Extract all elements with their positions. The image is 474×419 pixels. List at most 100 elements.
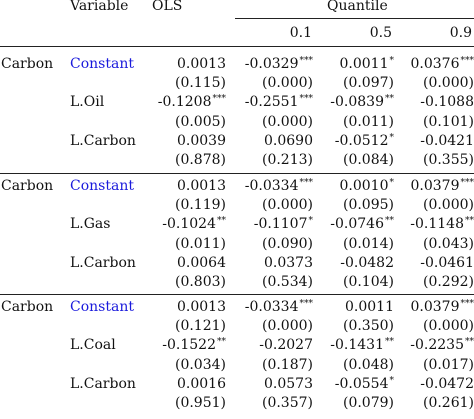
cell-value: 0.0039 (177, 132, 226, 149)
table-cell: -0.1107* (233, 215, 313, 233)
row-label: Constant (70, 178, 134, 194)
cell-value: -0.0512 (334, 132, 389, 149)
cell-value: -0.2027 (259, 337, 313, 354)
table-cell: 0.0039 (146, 132, 226, 150)
table-cell: (0.119) (146, 196, 226, 214)
cell-value: (0.017) (422, 356, 474, 373)
cell-value: (0.121) (174, 318, 226, 335)
table-cell: (0.084) (314, 151, 394, 169)
cell-value: -0.2235 (410, 337, 464, 354)
cell-value: (0.097) (342, 75, 394, 92)
table-cell: (0.000) (233, 317, 313, 335)
table-cell: (0.014) (314, 235, 394, 253)
significance-stars: ** (385, 94, 394, 105)
cell-value: 0.0011 (345, 299, 394, 315)
table-cell: -0.0482 (314, 254, 394, 272)
table-cell: -0.2235** (394, 336, 474, 354)
table-cell: -0.0746** (314, 215, 394, 233)
table-cell: (0.357) (233, 394, 313, 412)
cell-value: (0.355) (422, 152, 474, 168)
table-cell: 0.0379*** (394, 177, 474, 195)
cell-value: (0.000) (261, 318, 313, 335)
cell-value: (0.104) (342, 274, 394, 290)
table-cell: (0.261) (394, 394, 474, 412)
cell-value: (0.000) (422, 75, 474, 92)
table-cell: (0.000) (394, 74, 474, 92)
cell-value: (0.101) (422, 113, 474, 130)
cell-value: -0.0472 (420, 375, 474, 392)
cell-value: 0.0016 (177, 375, 226, 392)
cell-value: -0.2551 (244, 94, 299, 111)
cell-value: (0.350) (342, 318, 394, 335)
cell-value: 0.0013 (177, 299, 226, 315)
table-cell: -0.1148** (394, 215, 474, 233)
cell-value: -0.0329 (244, 56, 299, 72)
cell-value: 0.0013 (177, 178, 226, 194)
cell-value: (0.014) (342, 235, 394, 252)
table-cell: (0.355) (394, 151, 474, 169)
header-q-1: 0.5 (369, 25, 392, 41)
table-cell: (0.951) (146, 394, 226, 412)
significance-stars: *** (460, 178, 474, 188)
significance-stars: *** (460, 56, 474, 66)
table-cell: (0.115) (146, 74, 226, 92)
significance-stars: ** (385, 337, 394, 348)
header-q-0: 0.1 (289, 25, 312, 41)
cell-value: 0.0010 (339, 178, 389, 194)
table-cell: (0.097) (314, 74, 394, 92)
table-cell: -0.1088 (394, 93, 474, 111)
table-cell: (0.292) (394, 273, 474, 291)
cell-value: -0.0839 (330, 94, 384, 111)
table-cell: (0.005) (146, 113, 226, 131)
table-cell: -0.0421 (394, 132, 474, 150)
table-cell: (0.034) (146, 356, 226, 374)
significance-stars: *** (460, 299, 474, 309)
row-label: L.Carbon (70, 375, 136, 392)
cell-value: (0.213) (261, 152, 313, 168)
table-cell: -0.0334*** (233, 177, 313, 195)
table-cell: -0.0554* (314, 375, 394, 393)
table-cell: -0.0512* (314, 132, 394, 150)
cell-value: (0.043) (422, 235, 474, 252)
cell-value: 0.0064 (177, 254, 226, 271)
table-cell: (0.090) (233, 235, 313, 253)
table-cell: -0.0472 (394, 375, 474, 393)
cell-value: (0.119) (174, 197, 226, 214)
table-cell: 0.0011* (314, 55, 395, 73)
significance-stars: *** (299, 94, 314, 105)
cell-value: (0.095) (342, 197, 394, 214)
row-label: L.Gas (70, 216, 111, 233)
cell-value: 0.0373 (264, 254, 313, 271)
significance-stars: ** (217, 337, 226, 348)
cell-value: (0.357) (261, 395, 313, 411)
cell-value: 0.0690 (264, 132, 313, 149)
cell-value: (0.000) (422, 197, 474, 214)
header-quantile: Quantile (327, 0, 388, 14)
cell-value: -0.0482 (340, 254, 394, 271)
table-cell: (0.101) (394, 113, 474, 131)
cell-value: (0.292) (422, 274, 474, 290)
table-cell: 0.0013 (146, 177, 226, 195)
table-cell: (0.048) (314, 356, 394, 374)
cell-value: -0.0554 (334, 375, 389, 392)
cell-value: (0.000) (261, 113, 313, 130)
significance-stars: ** (465, 216, 474, 227)
table-cell: 0.0690 (233, 132, 313, 150)
table-cell: (0.000) (233, 74, 313, 92)
quantile-rule (235, 18, 474, 19)
cell-value: (0.005) (174, 113, 226, 130)
table-cell: (0.187) (233, 356, 313, 374)
cell-value: (0.115) (174, 75, 226, 92)
row-label: Constant (70, 299, 134, 315)
cell-value: (0.034) (174, 356, 226, 373)
table-cell: -0.1024** (146, 215, 226, 233)
significance-stars: * (389, 132, 395, 143)
significance-stars: ** (385, 216, 394, 227)
cell-value: (0.048) (342, 356, 394, 373)
table-cell: 0.0011 (314, 298, 394, 316)
table-cell: -0.2551*** (233, 93, 313, 111)
table-cell: (0.878) (146, 151, 226, 169)
significance-stars: ** (217, 216, 226, 227)
cell-value: -0.0334 (244, 178, 299, 194)
